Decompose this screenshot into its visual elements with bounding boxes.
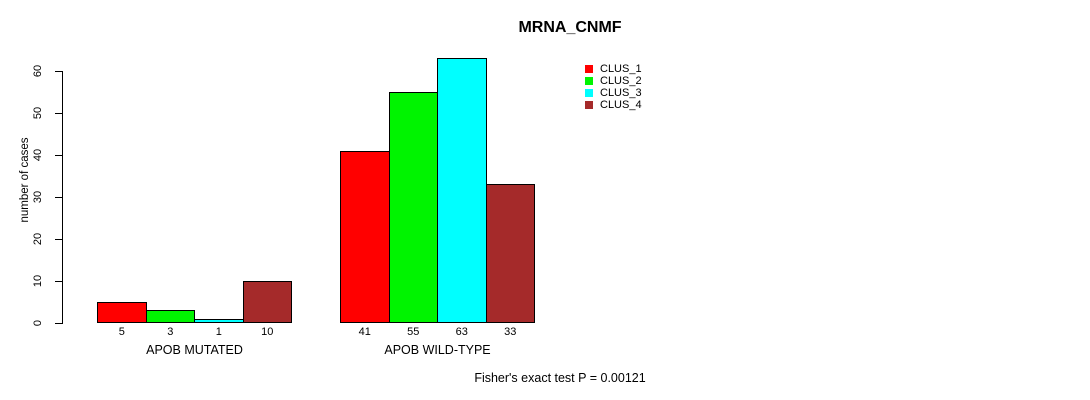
y-axis-tick-label: 30 [32,190,44,204]
bar-value-label: 55 [407,326,420,338]
y-axis-tick-label: 10 [32,274,44,288]
legend-swatch [585,77,593,85]
group-label: APOB MUTATED [146,343,243,357]
y-axis-tick [55,71,62,72]
legend-item: CLUS_4 [585,99,642,111]
legend-item-label: CLUS_1 [600,63,642,75]
bar-clus_1 [340,150,390,323]
legend-swatch [585,89,593,97]
stat-annotation: Fisher's exact test P = 0.00121 [474,371,646,385]
y-axis-line [62,71,63,324]
y-axis-tick [55,197,62,198]
y-axis-tick [55,239,62,240]
y-axis-tick-label: 0 [32,319,44,327]
y-axis-tick [55,155,62,156]
bar-value-label: 33 [504,326,517,338]
bar-value-label: 5 [118,326,125,338]
legend-item: CLUS_3 [585,87,642,99]
legend: CLUS_1 CLUS_2 CLUS_3 CLUS_4 [585,63,642,111]
legend-item: CLUS_1 [585,63,642,75]
y-axis-tick-label: 50 [32,106,44,120]
legend-item-label: CLUS_4 [600,99,642,111]
bar-clus_4 [485,184,535,323]
bar-value-label: 63 [455,326,468,338]
legend-swatch [585,65,593,73]
y-axis-tick [55,281,62,282]
bar-clus_3 [437,58,487,323]
y-axis-tick-label: 40 [32,148,44,162]
bar-value-label: 3 [167,326,174,338]
legend-swatch [585,101,593,109]
bar-clus_1 [97,302,147,323]
legend-item-label: CLUS_2 [600,75,642,87]
bar-value-label: 1 [215,326,222,338]
bar-clus_4 [242,281,292,323]
bar-value-label: 10 [261,326,274,338]
y-axis-tick-label: 60 [32,64,44,78]
bar-value-label: 41 [358,326,371,338]
bar-clus_2 [388,92,438,323]
y-axis-tick [55,323,62,324]
bar-clus_3 [194,318,244,323]
y-axis-label: number of cases [19,137,31,223]
legend-item-label: CLUS_3 [600,87,642,99]
bar-clus_2 [145,310,195,323]
legend-item: CLUS_2 [585,75,642,87]
y-axis-tick-label: 20 [32,232,44,246]
y-axis-tick [55,113,62,114]
group-label: APOB WILD-TYPE [384,343,491,357]
chart-title: MRNA_CNMF [518,19,622,36]
